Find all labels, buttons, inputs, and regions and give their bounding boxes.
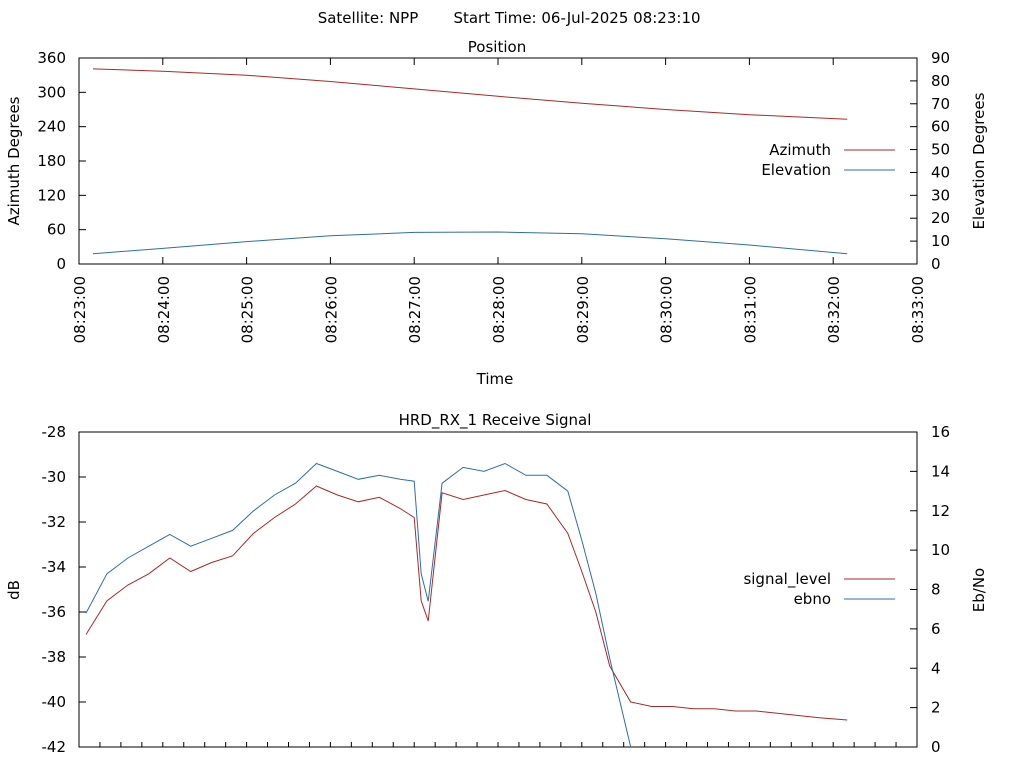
legend-label: Azimuth	[769, 141, 831, 159]
y-tick-label: 120	[37, 186, 66, 204]
x-tick-label: 08:28:00	[490, 276, 508, 343]
x-tick-label: 08:33:00	[909, 276, 927, 343]
y-tick-label: -42	[42, 738, 67, 756]
y2-tick-label: 6	[931, 620, 941, 638]
y-tick-label: 300	[37, 83, 66, 101]
y-tick-label: -40	[42, 693, 67, 711]
x-tick-label: 08:27:00	[406, 276, 424, 343]
x-tick-label: 08:25:00	[239, 276, 257, 343]
position-x-axis-label: Time	[476, 370, 514, 388]
y-tick-label: 0	[56, 255, 66, 273]
header-start-time: Start Time: 06-Jul-2025 08:23:10	[453, 9, 700, 27]
x-tick-label: 08:29:00	[574, 276, 592, 343]
y-tick-label: -30	[42, 468, 67, 486]
receive-signal-chart: HRD_RX_1 Receive Signal -42 -40 -38 -36 -34 -…	[5, 411, 988, 756]
y2-tick-label: 80	[931, 72, 950, 90]
receive-signal-plot-frame	[78, 431, 918, 748]
header-satellite: Satellite: NPP	[318, 9, 419, 27]
y2-tick-label: 20	[931, 209, 950, 227]
y2-tick-label: 70	[931, 95, 950, 113]
x-tick-label: 08:23:00	[71, 276, 89, 343]
position-title: Position	[468, 38, 526, 56]
y-tick-label: 180	[37, 152, 66, 170]
position-chart: Position 0 60 120 180 240 300 360 0 10 20 30 40 50 60…	[5, 38, 988, 388]
y2-tick-label: 8	[931, 581, 941, 599]
y2-tick-label: 60	[931, 118, 950, 136]
y2-tick-label: 0	[931, 255, 941, 273]
x-tick-label: 08:30:00	[658, 276, 676, 343]
position-y-axis-label: Azimuth Degrees	[5, 96, 23, 225]
y2-tick-label: 50	[931, 141, 950, 159]
x-tick-label: 08:31:00	[741, 276, 759, 343]
y-tick-label: 60	[47, 221, 66, 239]
y-tick-label: 360	[37, 49, 66, 67]
y-tick-label: -28	[42, 423, 67, 441]
receive-signal-y-axis-label: dB	[5, 580, 23, 600]
y-tick-label: -34	[42, 558, 67, 576]
azimuth-line	[92, 68, 848, 120]
legend-label: ebno	[794, 590, 831, 608]
y-tick-label: -36	[42, 603, 67, 621]
signal-level-line	[85, 485, 848, 721]
receive-signal-y2-axis-label: Eb/No	[970, 568, 988, 612]
position-y2-axis-label: Elevation Degrees	[970, 92, 988, 229]
x-tick-label: 08:24:00	[155, 276, 173, 343]
y2-tick-label: 12	[931, 502, 950, 520]
x-tick-label: 08:26:00	[322, 276, 340, 343]
y2-tick-label: 10	[931, 232, 950, 250]
y-tick-label: -32	[42, 513, 67, 531]
y2-tick-label: 2	[931, 699, 941, 717]
receive-signal-title: HRD_RX_1 Receive Signal	[399, 411, 592, 430]
y2-tick-label: 0	[931, 738, 941, 756]
y2-tick-label: 10	[931, 541, 950, 559]
y2-tick-label: 40	[931, 163, 950, 181]
elevation-line	[92, 231, 848, 255]
x-tick-label: 08:32:00	[825, 276, 843, 343]
y-tick-label: 240	[37, 118, 66, 136]
legend-label: Elevation	[761, 161, 831, 179]
ebno-line	[85, 462, 632, 748]
y2-tick-label: 30	[931, 186, 950, 204]
y2-tick-label: 4	[931, 659, 941, 677]
y2-tick-label: 90	[931, 49, 950, 67]
legend-label: signal_level	[743, 570, 831, 589]
y-tick-label: -38	[42, 648, 67, 666]
y2-tick-label: 16	[931, 423, 950, 441]
y2-tick-label: 14	[931, 462, 950, 480]
